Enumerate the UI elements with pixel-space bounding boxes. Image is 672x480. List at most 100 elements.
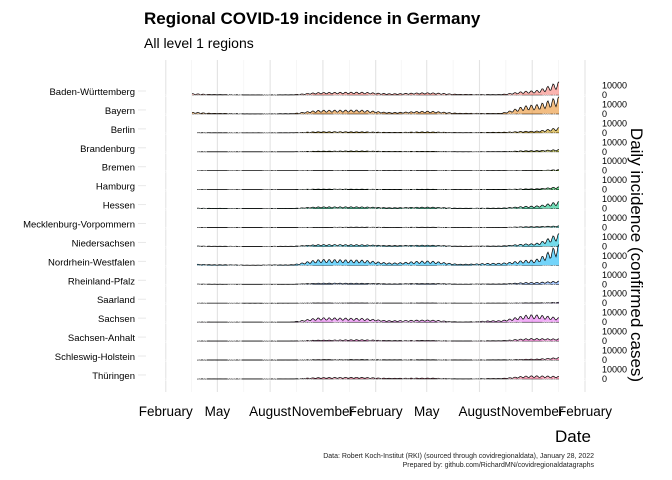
month-mark: 2022-01 (577, 93, 592, 98)
month-mark: 2021-01 (368, 320, 383, 325)
y-tick-10000: 10000 (602, 327, 627, 337)
month-mark: 2021-03 (402, 377, 417, 382)
x-tick-label: February (139, 404, 193, 419)
region-label: Nordrhein-Westfalen (48, 257, 135, 268)
month-mark: 2021-11 (542, 93, 557, 98)
y-tick-10000: 10000 (602, 232, 627, 242)
y-tick-zero: 0 (602, 355, 607, 365)
ridge-line-2 (196, 127, 560, 134)
month-mark: 2020-11 (333, 131, 348, 136)
y-tick-zero: 0 (602, 166, 607, 176)
ridge-line-5 (196, 186, 560, 190)
x-axis-title: Date (555, 427, 591, 446)
month-mark: 2021-01 (368, 112, 383, 117)
month-mark: 2021-11 (542, 358, 557, 363)
y-tick-10000: 10000 (602, 308, 627, 318)
y-tick-10000: 10000 (602, 346, 627, 356)
ridge-line-9 (196, 244, 560, 266)
y-tick-10000: 10000 (602, 99, 627, 109)
month-mark: 2021-03 (402, 301, 417, 306)
month-mark: 2020-05 (227, 282, 242, 287)
y-tick-zero: 0 (602, 204, 607, 214)
month-mark: 2020-05 (227, 188, 242, 193)
month-mark: 2020-01 (158, 226, 173, 231)
x-tick-label: February (349, 404, 403, 419)
month-mark: 2020-07 (262, 301, 277, 306)
month-mark: 2021-03 (402, 263, 417, 268)
month-mark: 2021-05 (437, 263, 452, 268)
month-mark: 2021-09 (507, 358, 522, 363)
region-label: Bremen (102, 163, 135, 174)
month-mark: 2021-05 (437, 339, 452, 344)
month-mark: 2021-07 (472, 320, 487, 325)
month-mark: 2021-03 (402, 93, 417, 98)
month-mark: 2020-07 (262, 188, 277, 193)
month-mark: 2022-01 (577, 112, 592, 117)
month-mark: 2020-11 (333, 244, 348, 249)
ridge-line-13 (196, 338, 560, 342)
month-mark: 2020-03 (192, 358, 207, 363)
y-tick-zero: 0 (602, 374, 607, 384)
month-mark: 2020-03 (192, 282, 207, 287)
month-mark: 2021-03 (402, 358, 417, 363)
month-mark: 2020-09 (298, 188, 313, 193)
month-mark: 2022-01 (577, 131, 592, 136)
chart-title: Regional COVID-19 incidence in Germany (144, 9, 481, 28)
month-mark: 2020-11 (333, 282, 348, 287)
month-mark: 2020-07 (262, 169, 277, 174)
month-mark: 2021-01 (368, 301, 383, 306)
month-mark: 2021-01 (368, 226, 383, 231)
month-mark: 2020-11 (333, 358, 348, 363)
month-mark: 2021-09 (507, 320, 522, 325)
month-mark: 2021-11 (542, 169, 557, 174)
month-mark: 2020-07 (262, 358, 277, 363)
x-tick-label: August (458, 404, 500, 419)
month-mark: 2021-03 (402, 169, 417, 174)
month-mark: 2020-05 (227, 358, 242, 363)
month-mark: 2020-11 (333, 169, 348, 174)
month-mark: 2020-05 (227, 150, 242, 155)
region-label: Bayern (105, 106, 135, 117)
month-mark: 2020-09 (298, 263, 313, 268)
y-tick-10000: 10000 (602, 270, 627, 280)
month-mark: 2021-07 (472, 150, 487, 155)
month-mark: 2021-07 (472, 169, 487, 174)
month-mark: 2021-03 (402, 320, 417, 325)
month-mark: 2021-09 (507, 188, 522, 193)
month-mark: 2020-01 (158, 131, 173, 136)
region-label: Mecklenburg-Vorpommern (23, 220, 135, 231)
month-mark: 2022-01 (577, 263, 592, 268)
month-mark: 2020-03 (192, 93, 207, 98)
month-mark: 2021-05 (437, 93, 452, 98)
month-mark: 2020-01 (158, 339, 173, 344)
y-tick-10000: 10000 (602, 289, 627, 299)
month-mark: 2021-01 (368, 93, 383, 98)
month-mark: 2020-09 (298, 339, 313, 344)
month-mark: 2021-09 (507, 244, 522, 249)
region-label: Rheinland-Pfalz (68, 276, 135, 287)
region-label: Niedersachsen (72, 238, 135, 249)
month-mark: 2021-09 (507, 377, 522, 382)
month-mark: 2021-11 (542, 282, 557, 287)
month-mark: 2021-03 (402, 150, 417, 155)
month-mark: 2020-09 (298, 244, 313, 249)
ridge-line-14 (196, 357, 560, 361)
month-mark: 2022-01 (577, 226, 592, 231)
month-mark: 2020-01 (158, 93, 173, 98)
region-label: Berlin (111, 125, 135, 136)
month-mark: 2021-07 (472, 244, 487, 249)
month-mark: 2021-01 (368, 377, 383, 382)
caption-source: Data: Robert Koch-Institut (RKI) (source… (323, 453, 594, 460)
ridge-line-1 (191, 96, 560, 115)
month-mark: 2021-11 (542, 188, 557, 193)
month-mark: 2020-09 (298, 112, 313, 117)
ridge-line-3 (196, 149, 560, 153)
y-tick-10000: 10000 (602, 156, 627, 166)
month-mark: 2020-05 (227, 244, 242, 249)
month-mark: 2021-05 (437, 169, 452, 174)
month-mark: 2020-11 (333, 263, 348, 268)
month-mark: 2020-11 (333, 320, 348, 325)
month-mark: 2021-09 (507, 263, 522, 268)
y-tick-zero: 0 (602, 241, 607, 251)
month-mark: 2020-11 (333, 188, 348, 193)
